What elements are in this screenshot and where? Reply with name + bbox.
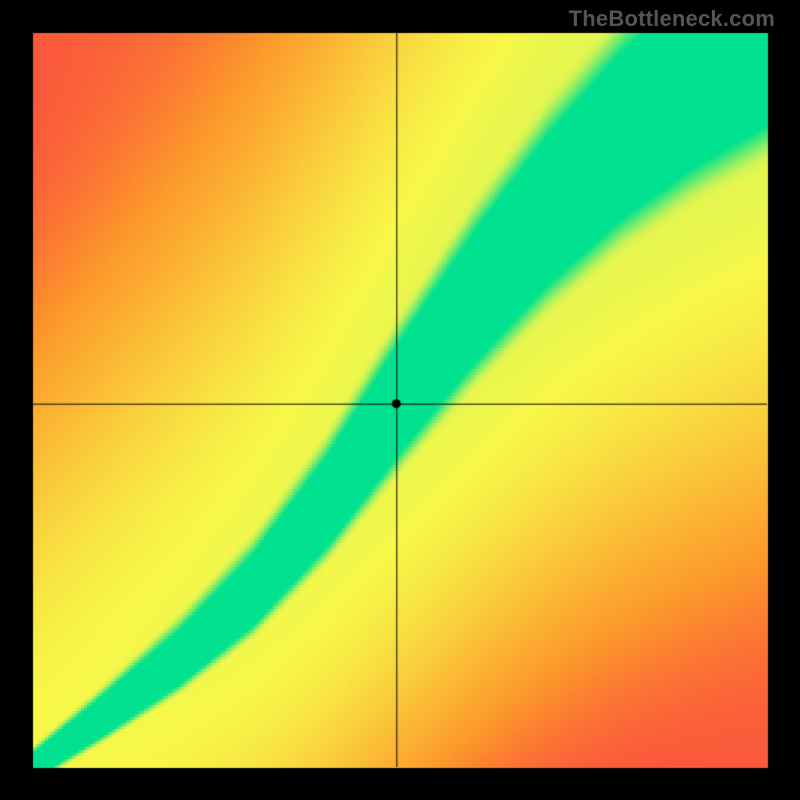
watermark-text: TheBottleneck.com	[569, 6, 775, 32]
heatmap-canvas	[0, 0, 800, 800]
